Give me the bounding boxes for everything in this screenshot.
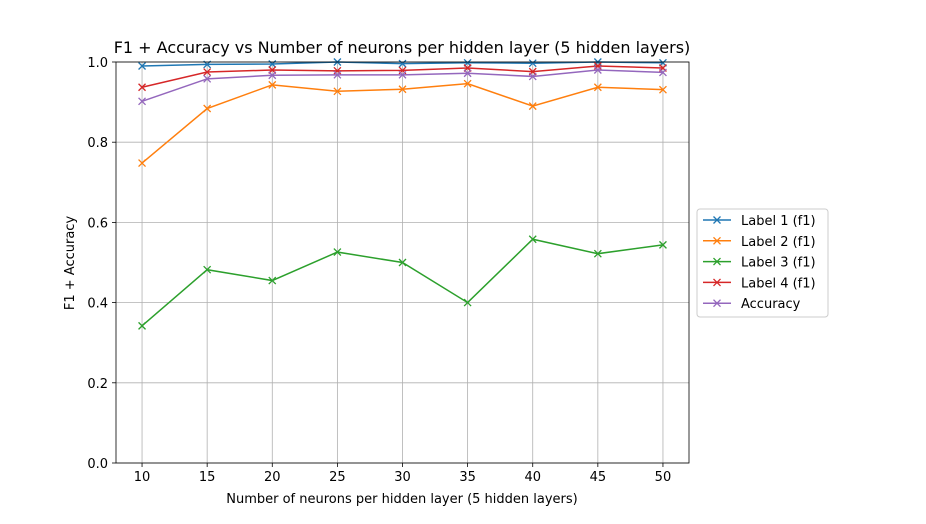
legend-item: Accuracy	[703, 297, 801, 312]
plot-series	[138, 58, 667, 330]
legend-box	[696, 208, 829, 318]
data-point	[268, 71, 277, 80]
data-point	[268, 276, 277, 285]
x-tick-label: 25	[329, 470, 346, 485]
data-point	[593, 83, 602, 92]
legend-marker	[713, 236, 721, 245]
x-tick-label: 50	[655, 470, 672, 485]
data-point	[398, 258, 407, 267]
data-point	[333, 248, 342, 257]
plot-frame	[115, 61, 690, 464]
data-point	[658, 85, 667, 94]
data-point	[398, 59, 407, 68]
data-point	[138, 83, 147, 92]
y-tick-label: 1.0	[87, 56, 108, 71]
data-point	[528, 102, 537, 111]
data-point	[333, 87, 342, 96]
x-tick-label: 45	[590, 470, 607, 485]
axes	[112, 61, 690, 467]
data-point	[463, 79, 472, 88]
legend-item: Label 1 (f1)	[703, 214, 816, 229]
x-tick-label: 30	[394, 470, 411, 485]
series-2	[138, 79, 667, 168]
legend-item: Label 4 (f1)	[703, 276, 816, 291]
legend-label: Label 3 (f1)	[741, 256, 816, 271]
data-point	[528, 59, 537, 68]
legend-marker	[713, 216, 721, 224]
data-point	[658, 68, 667, 77]
data-point	[333, 70, 342, 79]
legend-label: Accuracy	[741, 297, 801, 312]
legend-marker	[713, 257, 721, 266]
data-point	[593, 249, 602, 258]
chart-title: F1 + Accuracy vs Number of neurons per h…	[114, 38, 691, 57]
legend-label: Label 1 (f1)	[741, 214, 816, 229]
y-tick-label: 0.0	[87, 457, 108, 472]
series-5	[138, 66, 667, 106]
data-point	[398, 85, 407, 94]
data-point	[138, 62, 147, 70]
data-point	[593, 66, 602, 74]
x-axis-label: Number of neurons per hidden layer (5 hi…	[226, 492, 578, 507]
legend-item: Label 2 (f1)	[703, 235, 816, 250]
legend-item: Label 3 (f1)	[703, 256, 816, 271]
y-tick-label: 0.2	[87, 377, 108, 392]
data-point	[463, 69, 472, 78]
data-point	[203, 265, 212, 274]
y-tick-label: 0.4	[87, 297, 108, 312]
data-point	[528, 235, 537, 244]
data-point	[203, 74, 212, 83]
legend-label: Label 2 (f1)	[741, 235, 816, 250]
data-point	[138, 97, 147, 106]
legend-marker	[713, 278, 721, 287]
legend-label: Label 4 (f1)	[741, 276, 816, 291]
tick-labels: 10 15 20 25 30 35 40 45 50 0.0 0.2 0.4 0.6 0.8 1.0	[87, 56, 671, 485]
data-point	[398, 70, 407, 79]
data-point	[203, 104, 212, 113]
x-tick-label: 40	[524, 470, 541, 485]
x-tick-label: 20	[264, 470, 281, 485]
x-tick-label: 15	[199, 470, 216, 485]
data-point	[658, 240, 667, 249]
data-point	[268, 80, 277, 89]
y-axis-label: F1 + Accuracy	[63, 216, 78, 311]
data-point	[203, 68, 212, 76]
data-point	[528, 72, 537, 81]
y-tick-label: 0.8	[87, 136, 108, 151]
legend-marker	[713, 299, 721, 308]
series-3	[138, 235, 667, 330]
data-point	[138, 159, 147, 168]
x-tick-label: 10	[134, 470, 151, 485]
legend: Label 1 (f1) Label 2 (f1) Label 3 (f1) Labe…	[696, 208, 829, 318]
data-point	[463, 298, 472, 307]
x-tick-label: 35	[459, 470, 476, 485]
data-point	[138, 321, 147, 330]
y-tick-label: 0.6	[87, 216, 108, 231]
